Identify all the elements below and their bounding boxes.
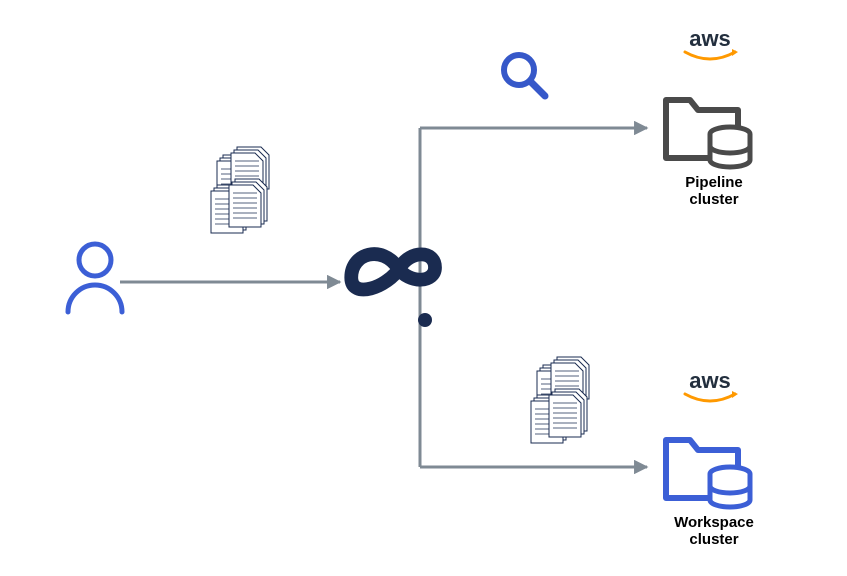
svg-text:cluster: cluster <box>689 191 738 208</box>
aws-logo-bottom: aws <box>685 368 738 401</box>
pipeline-cluster-label: Pipelinecluster <box>685 174 743 208</box>
svg-text:aws: aws <box>689 26 731 51</box>
svg-text:Pipeline: Pipeline <box>685 174 743 191</box>
svg-text:Workspace: Workspace <box>674 514 754 531</box>
workspace-cluster-label: Workspacecluster <box>674 514 754 548</box>
svg-text:aws: aws <box>689 368 731 393</box>
documents-icon-1 <box>211 147 269 233</box>
search-icon <box>504 55 545 96</box>
documents-icon-2 <box>531 357 589 443</box>
user-icon <box>68 244 122 312</box>
infinity-icon <box>351 254 435 327</box>
svg-text:cluster: cluster <box>689 531 738 548</box>
workspace-cluster-icon <box>666 440 750 507</box>
aws-logo-top: aws <box>685 26 738 59</box>
pipeline-cluster-icon <box>666 100 750 167</box>
